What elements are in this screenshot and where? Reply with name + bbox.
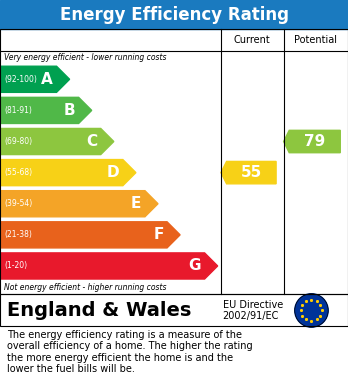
Polygon shape (0, 129, 114, 154)
Text: (39-54): (39-54) (5, 199, 33, 208)
Polygon shape (221, 161, 276, 184)
Polygon shape (0, 222, 180, 248)
Bar (0, 0, 348, 29)
Text: Not energy efficient - higher running costs: Not energy efficient - higher running co… (4, 283, 167, 292)
Text: (69-80): (69-80) (5, 137, 33, 146)
Text: (55-68): (55-68) (5, 168, 33, 177)
Text: Potential: Potential (294, 35, 337, 45)
Text: C: C (86, 134, 97, 149)
Bar (0, 294, 348, 326)
Text: (81-91): (81-91) (5, 106, 32, 115)
Text: EU Directive
2002/91/EC: EU Directive 2002/91/EC (223, 300, 283, 321)
Text: E: E (131, 196, 141, 211)
Text: Energy Efficiency Rating: Energy Efficiency Rating (60, 5, 288, 24)
Bar (0, 29, 348, 294)
Polygon shape (0, 160, 136, 186)
Text: D: D (107, 165, 119, 180)
Text: (21-38): (21-38) (5, 230, 32, 239)
Polygon shape (0, 191, 158, 217)
Text: F: F (153, 227, 164, 242)
Bar (0, 294, 348, 326)
Ellipse shape (295, 294, 328, 327)
Text: (92-100): (92-100) (5, 75, 37, 84)
Text: G: G (189, 258, 201, 273)
Text: England & Wales: England & Wales (7, 301, 191, 320)
Text: Current: Current (234, 35, 271, 45)
Text: 79: 79 (304, 134, 325, 149)
Text: 55: 55 (241, 165, 262, 180)
Text: Very energy efficient - lower running costs: Very energy efficient - lower running co… (4, 53, 167, 62)
Polygon shape (284, 130, 340, 153)
Text: (1-20): (1-20) (5, 262, 27, 271)
Text: B: B (64, 103, 75, 118)
Text: A: A (41, 72, 53, 87)
Bar (0, 29, 348, 294)
Text: The energy efficiency rating is a measure of the
overall efficiency of a home. T: The energy efficiency rating is a measur… (7, 330, 253, 375)
Polygon shape (0, 253, 218, 279)
Polygon shape (0, 97, 92, 124)
Polygon shape (0, 66, 70, 92)
